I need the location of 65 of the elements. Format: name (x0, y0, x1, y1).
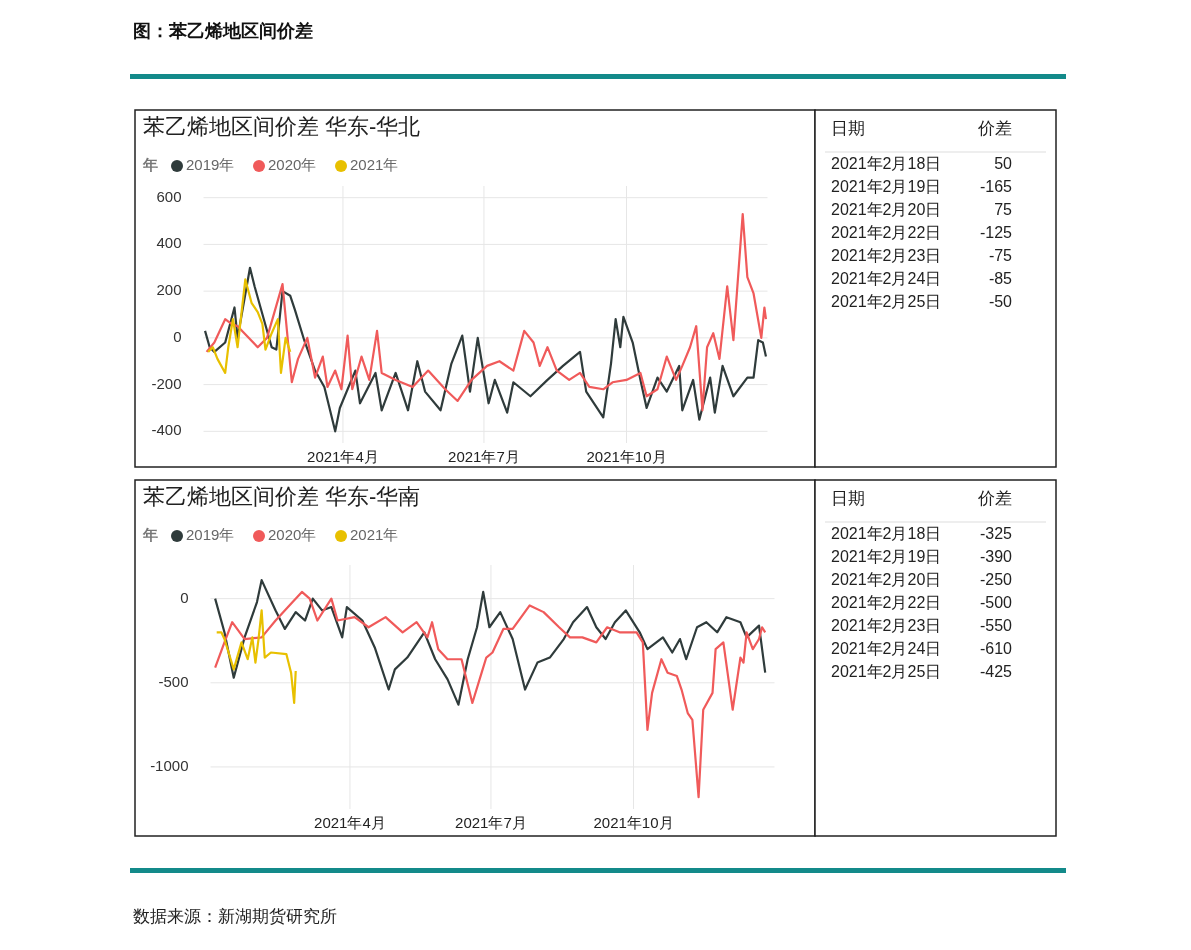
category-label: 2021年2月20日 (831, 571, 942, 589)
category-label: 2021年2月20日 (831, 201, 942, 219)
line-series (203, 266, 768, 433)
y-tick-label: -500 (158, 672, 189, 690)
data-label: -250 (979, 571, 1013, 589)
category-label: 2021年2月22日 (831, 224, 942, 242)
y-tick-label: 400 (156, 234, 182, 252)
data-label: -390 (979, 548, 1013, 566)
x-tick-label: 2021年7月 (455, 814, 527, 832)
category-label: 2021年2月19日 (831, 548, 942, 566)
data-label: -85 (988, 270, 1013, 288)
data-label: -325 (979, 525, 1013, 543)
data-label: -125 (979, 224, 1013, 242)
category-label: 2021年2月25日 (831, 293, 942, 311)
line-series (205, 212, 768, 412)
category-label: 2021年2月24日 (831, 270, 942, 288)
legend-label: 2019年 (186, 525, 235, 543)
x-tick-label: 2021年10月 (586, 448, 667, 466)
data-label: 50 (994, 155, 1013, 173)
legend-label: 2019年 (186, 155, 235, 173)
y-tick-label: -200 (151, 374, 182, 392)
data-label: 75 (994, 201, 1013, 219)
legend-label: 2021年 (350, 155, 399, 173)
category-label: 2021年2月23日 (831, 247, 942, 265)
data-label: -610 (979, 640, 1013, 658)
line-series (214, 590, 767, 799)
category-label: 2021年2月19日 (831, 178, 942, 196)
y-tick-label: 200 (156, 281, 182, 299)
data-label: -165 (979, 178, 1013, 196)
category-label: 2021年2月23日 (831, 617, 942, 635)
data-label: -50 (988, 293, 1013, 311)
legend-label: 2021年 (350, 525, 399, 543)
y-tick-label: -400 (151, 421, 182, 439)
chart-title: 苯乙烯地区间价差 华东-华北 (143, 114, 421, 139)
line-series (207, 278, 292, 375)
y-tick-label: 0 (173, 327, 182, 345)
chart-title: 苯乙烯地区间价差 华东-华南 (143, 484, 421, 509)
category-label: 2021年2月18日 (831, 155, 942, 173)
line-series (215, 609, 297, 705)
legend-label: 2020年 (268, 155, 317, 173)
x-tick-label: 2021年7月 (448, 448, 520, 466)
category-label: 2021年2月24日 (831, 640, 942, 658)
category-label: 2021年2月25日 (831, 663, 942, 681)
text: 日期 (831, 119, 865, 139)
line-series (214, 579, 767, 706)
text: 价差 (977, 489, 1012, 509)
data-label: -550 (979, 617, 1013, 635)
text: 价差 (977, 119, 1012, 139)
legend-label: 2020年 (268, 525, 317, 543)
source-note: 数据来源：新湖期货研究所 (133, 907, 337, 927)
legend-title: 年 (142, 525, 158, 543)
x-tick-label: 2021年4月 (314, 814, 386, 832)
category-label: 2021年2月22日 (831, 594, 942, 612)
category-label: 2021年2月18日 (831, 525, 942, 543)
y-tick-label: -1000 (150, 756, 189, 774)
data-label: -500 (979, 594, 1013, 612)
data-label: -75 (988, 247, 1013, 265)
legend-title: 年 (142, 155, 158, 173)
x-tick-label: 2021年10月 (593, 814, 674, 832)
data-label: -425 (979, 663, 1013, 681)
y-tick-label: 0 (180, 588, 189, 606)
text: 图：苯乙烯地区间价差 (133, 20, 313, 41)
text: 日期 (831, 489, 865, 509)
y-tick-label: 600 (156, 187, 182, 205)
x-tick-label: 2021年4月 (307, 448, 379, 466)
